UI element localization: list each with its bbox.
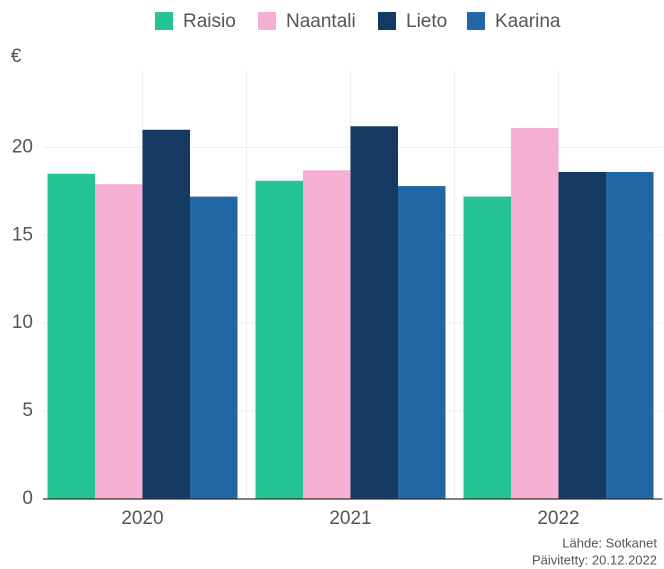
legend-swatch [258, 12, 276, 30]
y-tick-label: 15 [12, 224, 33, 245]
x-tick-label: 2021 [329, 508, 371, 529]
bar [558, 171, 606, 499]
bar [606, 171, 654, 499]
y-axis-unit: € [11, 46, 22, 67]
bar [350, 126, 398, 499]
bar [511, 128, 559, 499]
legend-label: Raisio [183, 11, 236, 32]
legend-label: Lieto [406, 11, 447, 32]
y-tick-label: 0 [22, 488, 33, 509]
bar [47, 173, 95, 499]
x-tick-label: 2020 [121, 508, 163, 529]
y-tick-label: 20 [12, 136, 33, 157]
bar [303, 170, 351, 499]
bar [255, 180, 303, 499]
legend-swatch [467, 12, 485, 30]
bar [95, 184, 143, 500]
bar [142, 129, 190, 499]
x-tick-label: 2022 [537, 508, 579, 529]
legend-swatch [155, 12, 173, 30]
y-tick-label: 5 [22, 400, 33, 421]
legend-label: Kaarina [495, 11, 561, 32]
bar [398, 186, 446, 499]
y-tick-label: 10 [12, 312, 33, 333]
source: Lähde: Sotkanet [562, 535, 657, 550]
legend-label: Naantali [286, 11, 356, 32]
legend-swatch [378, 12, 396, 30]
updated: Päivitetty: 20.12.2022 [532, 552, 657, 567]
bar [463, 196, 511, 500]
bar [190, 196, 238, 500]
